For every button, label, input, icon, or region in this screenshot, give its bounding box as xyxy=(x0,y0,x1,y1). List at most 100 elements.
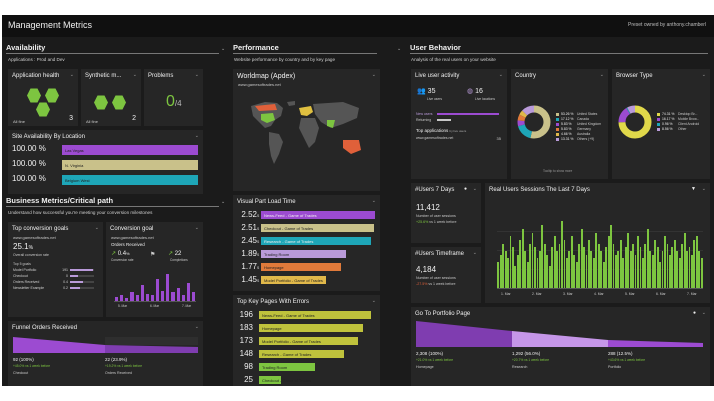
top-application-name[interactable]: www.gamesoftrades.net xyxy=(416,136,454,140)
site-availability-tile[interactable]: Site Availability By Location ⌄ 100.00 %… xyxy=(8,130,203,194)
availability-bar[interactable]: N. Virginia xyxy=(62,160,198,170)
error-bar[interactable]: Trading Room xyxy=(259,363,315,371)
session-bar xyxy=(676,251,679,288)
info-dot-icon[interactable]: ● xyxy=(692,310,696,316)
availability-bar[interactable]: Belgium West xyxy=(62,175,198,185)
load-time-value: 1.89 xyxy=(241,249,257,258)
worldmap-tile[interactable]: Worldmap (Apdex) ⌄ www.gamesoftrades.net xyxy=(233,69,380,191)
europe-region[interactable] xyxy=(299,106,313,116)
india-region[interactable] xyxy=(327,120,335,128)
tile-menu-icon[interactable]: ⌄ xyxy=(132,72,137,78)
completion-bar xyxy=(140,284,144,301)
load-time-bar[interactable]: Model Portfolio - Game of Trades xyxy=(261,276,326,284)
collapse-chevron-icon[interactable]: ⌄ xyxy=(397,46,402,52)
tile-menu-icon[interactable]: ⌄ xyxy=(472,250,477,256)
error-bar[interactable]: Model Portfolio - Game of Trades xyxy=(259,337,358,345)
tile-menu-icon[interactable]: ⌄ xyxy=(69,72,74,78)
world-map[interactable] xyxy=(247,96,372,174)
completion-bar xyxy=(156,278,160,301)
session-bar xyxy=(600,251,603,288)
preset-owner[interactable]: Preset owned by anthony.chamberl xyxy=(627,22,706,28)
visual-load-time-tile[interactable]: Visual Part Load Time ⌄ 2.52 s News-Feed -… xyxy=(233,195,380,291)
availability-bar[interactable]: Las Vegas xyxy=(62,145,198,155)
collapse-chevron-icon[interactable]: ⌄ xyxy=(221,199,226,205)
tile-menu-icon[interactable]: ⌄ xyxy=(371,298,376,304)
error-bar[interactable]: News-Feed - Game of Trades xyxy=(259,311,371,319)
canada-region[interactable] xyxy=(255,104,277,111)
goal-value: 0 xyxy=(66,274,68,278)
error-pages-tile[interactable]: Top Key Pages With Errors ⌄ 196 News-Feed… xyxy=(233,295,380,386)
load-time-bar[interactable]: Trading Room xyxy=(261,250,346,258)
greenland-region[interactable] xyxy=(287,101,295,106)
collapse-chevron-icon[interactable]: ⌄ xyxy=(221,46,226,52)
top-conversion-goals-tile[interactable]: Top conversion goals ⌄ www.gamesoftrades… xyxy=(8,222,103,317)
donut-slice[interactable] xyxy=(618,105,652,139)
error-bar[interactable]: Research - Game of Trades xyxy=(259,350,345,358)
asia-region[interactable] xyxy=(313,102,359,128)
donut-slice[interactable] xyxy=(618,105,652,139)
donut-slice[interactable] xyxy=(517,105,551,139)
users-7-days-tile[interactable]: #Users 7 Days ● ⌄ 11,412 Number of user … xyxy=(411,183,481,243)
tile-menu-icon[interactable]: ⌄ xyxy=(599,72,604,78)
africa-region[interactable] xyxy=(299,118,319,148)
real-user-sessions-tile[interactable]: Real Users Sessions The Last 7 Days ▼ ⌄ … xyxy=(485,183,710,303)
conversion-goal-tile[interactable]: Conversion goal ⌄ www.gamesoftrades.net … xyxy=(106,222,203,317)
session-bar xyxy=(588,239,590,288)
tile-menu-icon[interactable]: ⌄ xyxy=(194,72,199,78)
page-label: Trading Room xyxy=(264,251,290,257)
tile-menu-icon[interactable]: ⌄ xyxy=(498,72,503,78)
funnel-orders-tile[interactable]: Funnel Orders Received ⌄ 92 (100%) +45.0%… xyxy=(8,321,203,386)
tile-menu-icon[interactable]: ⌄ xyxy=(194,225,199,231)
users-7-days-value: 11,412 xyxy=(416,203,440,212)
south-america-region[interactable] xyxy=(269,132,283,164)
info-dot-icon[interactable]: ● xyxy=(463,186,467,192)
funnel-step-value: 1,292 (56.0%) xyxy=(512,351,541,356)
donut-slice[interactable] xyxy=(517,105,551,139)
load-time-bar[interactable]: Homepage xyxy=(261,263,342,271)
country-donut-chart[interactable] xyxy=(516,104,552,140)
session-bar xyxy=(602,262,605,288)
session-bar xyxy=(534,247,536,288)
browser-type-tile[interactable]: Browser Type ⌄ 74.31 % Desktop Br... 16.17… xyxy=(612,69,710,179)
tile-menu-icon[interactable]: ⌄ xyxy=(94,225,99,231)
legend-percent: 5.83 % xyxy=(561,122,572,126)
page-label: Model Portfolio - Game of Trades xyxy=(262,338,321,344)
session-bar xyxy=(597,243,600,288)
tile-menu-icon[interactable]: ⌄ xyxy=(701,186,706,192)
tile-menu-icon[interactable]: ⌄ xyxy=(371,72,376,78)
tile-menu-icon[interactable]: ⌄ xyxy=(194,133,199,139)
tile-menu-icon[interactable]: ⌄ xyxy=(371,198,376,204)
live-user-activity-tile[interactable]: Live user activity ⌄ 👥 35 Live users ◍ 1… xyxy=(411,69,507,179)
tile-menu-icon[interactable]: ⌄ xyxy=(701,72,706,78)
load-time-bar[interactable]: Research - Game of Trades xyxy=(261,237,372,245)
error-bar[interactable]: Checkout - Game of Trades xyxy=(259,376,311,384)
error-bar[interactable]: Homepage xyxy=(259,324,364,332)
synthetic-monitors-tile[interactable]: Synthetic m... ⌄ All fine 2 xyxy=(81,69,141,126)
funnel-step-orders xyxy=(105,345,198,353)
users-timeframe-tile[interactable]: #Users Timeframe ⌄ 4,184 Number of user … xyxy=(411,247,481,303)
problems-tile[interactable]: Problems ⌄ 0/4 xyxy=(144,69,203,126)
usa-region[interactable] xyxy=(261,113,275,123)
filter-icon[interactable]: ▼ xyxy=(691,186,696,192)
application-health-tile[interactable]: Application health ⌄ All fine 3 xyxy=(8,69,78,126)
tile-menu-icon[interactable]: ⌄ xyxy=(701,310,706,316)
browser-donut-chart[interactable] xyxy=(617,104,653,140)
returning-users-bar xyxy=(437,119,451,121)
tile-menu-icon[interactable]: ⌄ xyxy=(194,324,199,330)
session-bar xyxy=(700,258,703,288)
session-bar xyxy=(619,239,622,288)
legend-swatch xyxy=(657,112,660,116)
session-bar xyxy=(538,251,541,288)
load-time-bar[interactable]: News-Feed - Game of Trades xyxy=(261,211,375,219)
session-bar xyxy=(688,247,691,288)
conversion-rate-label: Conversion rate xyxy=(111,258,134,262)
goal-value: 0.2 xyxy=(63,286,68,290)
australia-region[interactable] xyxy=(343,140,361,154)
load-time-bar[interactable]: Checkout - Game of Trades xyxy=(261,224,374,232)
load-time-unit: s xyxy=(257,278,260,283)
portfolio-funnel-tile[interactable]: Go To Portfolio Page ● ⌄ 2,308 (100%) +21… xyxy=(411,307,710,386)
completion-bar xyxy=(150,295,154,301)
country-tile[interactable]: Country ⌄ 53.26 % United States 17.12 % Can… xyxy=(511,69,608,179)
tile-menu-icon[interactable]: ⌄ xyxy=(472,186,477,192)
legend-name: Mobile Brow... xyxy=(678,117,700,121)
